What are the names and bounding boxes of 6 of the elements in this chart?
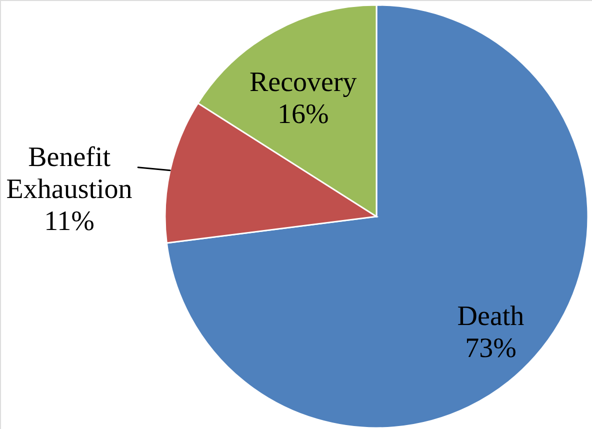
data-label: 73% [465, 333, 516, 364]
slice-label: Death [457, 301, 524, 332]
data-label: 11% [44, 206, 94, 238]
data-label: 16% [277, 99, 329, 130]
slice-label: Benefit Exhaustion [6, 142, 132, 206]
slice-label: Recovery [249, 67, 357, 98]
